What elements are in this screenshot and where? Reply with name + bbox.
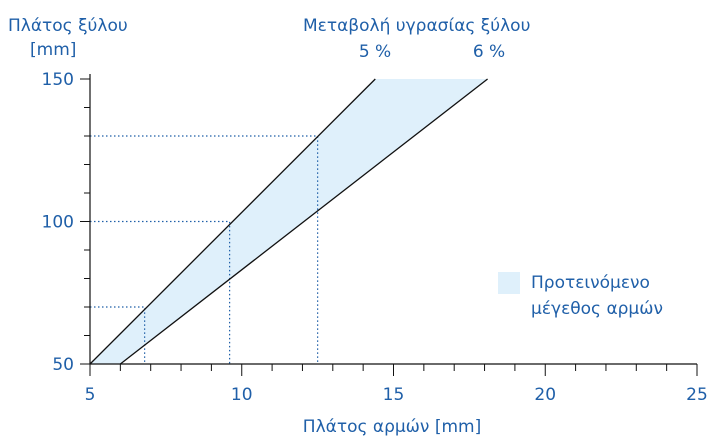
fill-layer <box>90 79 488 364</box>
axes <box>80 74 698 376</box>
legend-swatch <box>498 272 520 294</box>
y-tick-label: 100 <box>42 213 74 233</box>
x-tick-label: 15 <box>383 385 405 405</box>
x-tick-label: 20 <box>534 385 556 405</box>
y-tick-label: 50 <box>52 355 74 375</box>
y-axis-label-line2: [mm] <box>30 40 76 60</box>
series-line-2 <box>119 78 488 365</box>
y-axis-label-line1: Πλάτος ξύλου <box>8 16 128 36</box>
legend-label-line1: Προτεινόμενο <box>531 273 650 293</box>
series-header: Μεταβολή υγρασίας ξύλου <box>303 16 530 36</box>
x-tick-label: 10 <box>231 385 253 405</box>
x-tick-label: 25 <box>686 385 708 405</box>
series-line-1 <box>89 78 376 365</box>
x-tick-label: 5 <box>85 385 96 405</box>
legend-label-line2: μέγεθος αρμών <box>531 299 663 319</box>
labels: Πλάτος ξύλου [mm] Μεταβολή υγρασίας ξύλο… <box>8 16 708 437</box>
series-label-2: 6 % <box>473 42 505 62</box>
x-axis-label: Πλάτος αρμών [mm] <box>303 417 481 436</box>
y-tick-label: 150 <box>42 70 74 90</box>
series-lines <box>89 78 488 365</box>
recommended-joint-area <box>90 79 488 364</box>
series-label-1: 5 % <box>359 42 391 62</box>
